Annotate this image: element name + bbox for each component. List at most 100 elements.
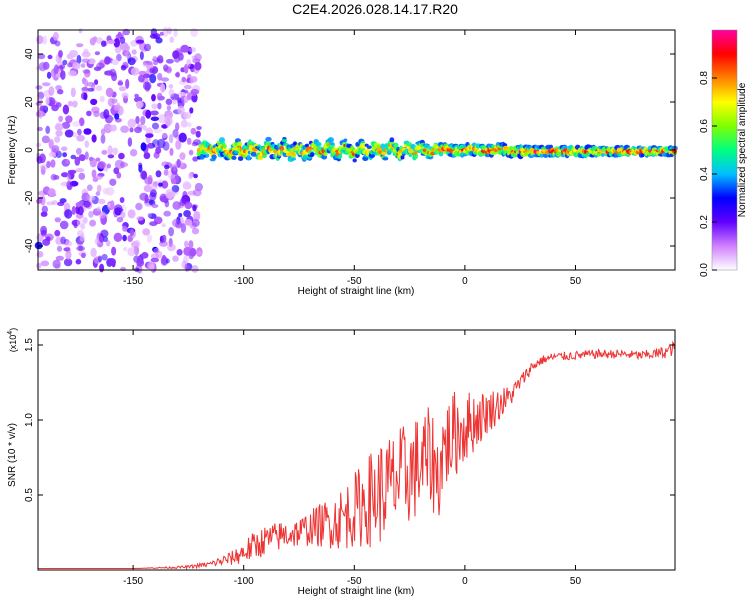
x-tick-label: -50 bbox=[347, 276, 362, 287]
noise-blob bbox=[109, 178, 117, 186]
noise-blob bbox=[151, 103, 158, 110]
noise-blob bbox=[82, 69, 91, 74]
noise-blob bbox=[45, 97, 50, 106]
noise-blob bbox=[86, 110, 92, 117]
noise-blob bbox=[150, 183, 158, 191]
colorbar-tick-label: 0.4 bbox=[699, 167, 710, 181]
snr-y-multiplier: (x104) bbox=[7, 328, 18, 352]
noise-blob bbox=[111, 246, 117, 256]
noise-blob bbox=[149, 189, 157, 198]
noise-blob bbox=[78, 172, 86, 180]
noise-blob bbox=[108, 116, 114, 122]
noise-blob bbox=[157, 102, 162, 110]
noise-blob bbox=[180, 119, 188, 128]
noise-blob bbox=[194, 53, 202, 62]
signal-blob bbox=[502, 143, 507, 147]
noise-blob bbox=[84, 79, 89, 88]
noise-blob bbox=[72, 62, 81, 70]
noise-blob bbox=[197, 250, 202, 256]
noise-blob bbox=[116, 216, 124, 223]
signal-blob bbox=[237, 156, 244, 162]
noise-blob bbox=[40, 211, 48, 217]
spectrogram-panel: -150 -100 -50 0 50 -40 -20 0 20 40 Height of str… bbox=[7, 26, 678, 297]
colorbar-label: Normalized spectral amplitude bbox=[737, 82, 748, 217]
noise-blob bbox=[157, 72, 163, 81]
noise-blob bbox=[172, 218, 181, 228]
noise-blob bbox=[84, 140, 90, 148]
signal-blob bbox=[408, 153, 413, 158]
noise-blob bbox=[36, 262, 42, 269]
noise-blob bbox=[161, 132, 168, 139]
noise-blob bbox=[151, 204, 159, 208]
noise-blob bbox=[66, 53, 75, 60]
noise-blob bbox=[62, 104, 70, 115]
noise-blob bbox=[81, 51, 91, 58]
x-tick-label: -150 bbox=[123, 276, 143, 287]
noise-blob bbox=[97, 161, 106, 169]
noise-blob bbox=[66, 180, 73, 190]
noise-blob bbox=[149, 73, 157, 84]
noise-blob bbox=[50, 173, 57, 181]
noise-blob bbox=[189, 107, 194, 114]
noise-blob bbox=[165, 258, 170, 264]
noise-blob bbox=[35, 85, 43, 90]
noise-blob bbox=[40, 260, 50, 267]
noise-blob bbox=[116, 53, 122, 62]
noise-blob bbox=[181, 260, 188, 269]
noise-blob bbox=[143, 184, 152, 193]
snr-panel: -150 -100 -50 0 50 0.5 1.0 1.5 Height of strai… bbox=[7, 328, 676, 597]
noise-blob bbox=[181, 76, 187, 83]
noise-blob bbox=[142, 81, 152, 91]
colorbar-tick-label: 0.6 bbox=[699, 119, 710, 133]
noise-blob bbox=[136, 258, 145, 267]
noise-blob bbox=[156, 92, 163, 101]
signal-blob bbox=[329, 142, 335, 146]
noise-blob bbox=[76, 218, 84, 228]
noise-blob bbox=[51, 145, 60, 154]
noise-blob bbox=[114, 46, 122, 54]
noise-blob bbox=[104, 70, 114, 76]
noise-blob bbox=[91, 169, 97, 178]
noise-blob bbox=[62, 59, 68, 66]
noise-blob bbox=[80, 252, 86, 259]
signal-blob bbox=[362, 142, 366, 149]
noise-blob bbox=[95, 157, 101, 162]
noise-blob bbox=[63, 240, 73, 247]
noise-blob bbox=[168, 134, 174, 144]
noise-blob bbox=[151, 122, 160, 130]
noise-blob bbox=[136, 101, 142, 110]
noise-blob bbox=[42, 35, 48, 45]
noise-blob bbox=[51, 68, 57, 78]
noise-blob bbox=[150, 110, 159, 116]
noise-blob bbox=[127, 247, 136, 257]
noise-blob bbox=[190, 88, 200, 95]
noise-blob bbox=[65, 115, 73, 124]
noise-blob bbox=[36, 156, 43, 164]
signal-blob bbox=[362, 156, 369, 162]
signal-blob bbox=[423, 144, 430, 149]
noise-blob bbox=[101, 40, 107, 47]
noise-blob bbox=[193, 173, 198, 179]
noise-blob bbox=[102, 188, 109, 195]
noise-blob bbox=[180, 44, 190, 53]
noise-blob bbox=[83, 48, 89, 54]
noise-blob bbox=[183, 112, 192, 119]
signal-blob bbox=[484, 153, 490, 158]
signal-blob bbox=[236, 141, 243, 147]
signal-blob bbox=[386, 151, 392, 155]
snr-x-label: Height of straight line (km) bbox=[298, 586, 415, 597]
spectrogram-signal-band bbox=[196, 136, 678, 163]
noise-blob bbox=[37, 53, 46, 60]
noise-blob bbox=[138, 74, 145, 83]
noise-blob bbox=[67, 62, 73, 68]
noise-blob bbox=[131, 49, 137, 55]
noise-blob bbox=[144, 194, 149, 204]
noise-blob bbox=[41, 135, 50, 144]
noise-blob bbox=[113, 232, 123, 242]
signal-blob bbox=[316, 142, 322, 147]
noise-blob bbox=[153, 60, 158, 66]
noise-blob bbox=[40, 225, 48, 235]
signal-blob bbox=[352, 158, 357, 163]
noise-blob bbox=[95, 191, 101, 196]
noise-blob bbox=[145, 109, 152, 119]
